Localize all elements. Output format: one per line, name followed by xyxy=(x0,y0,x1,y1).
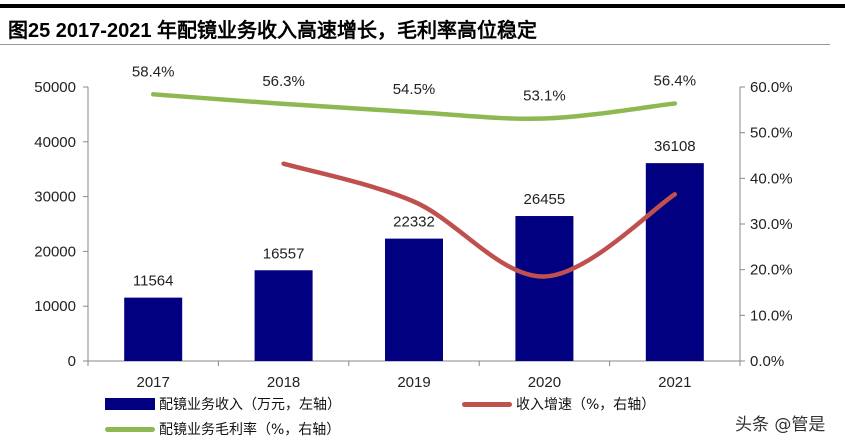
right-tick-label: 0.0% xyxy=(750,353,784,370)
bar-data-label: 11564 xyxy=(133,273,174,290)
right-tick-label: 20.0% xyxy=(750,262,793,279)
legend-item-revenue: 配镜业务收入（万元，左轴） xyxy=(105,394,341,414)
legend-swatch-bar xyxy=(105,398,155,410)
growth-line xyxy=(281,161,678,279)
legend-label: 收入增速（%，右轴） xyxy=(516,397,656,413)
margin-data-label: 53.1% xyxy=(523,88,566,105)
left-tick-label: 30000 xyxy=(34,189,76,206)
chart-title: 图25 2017-2021 年配镜业务收入高速增长，毛利率高位稳定 xyxy=(8,20,538,42)
left-tick-label: 20000 xyxy=(34,243,76,260)
bar xyxy=(515,216,574,361)
x-tick-label: 2020 xyxy=(528,374,561,391)
legend-item-growth: 收入增速（%，右轴） xyxy=(462,394,655,414)
margin-data-label: 56.3% xyxy=(262,73,305,90)
left-tick-label: 0 xyxy=(68,353,76,370)
top-rule xyxy=(0,4,845,8)
watermark: 头条 @管是 xyxy=(735,415,826,435)
margin-data-label: 58.4% xyxy=(132,63,175,80)
right-tick-label: 50.0% xyxy=(750,125,793,142)
left-tick-label: 40000 xyxy=(34,134,76,151)
right-tick-label: 10.0% xyxy=(750,307,793,324)
x-tick-label: 2019 xyxy=(397,374,430,391)
legend-label: 配镜业务毛利率（%，右轴） xyxy=(159,422,341,438)
bar xyxy=(385,238,443,361)
margin-data-label: 56.4% xyxy=(654,72,697,89)
legend-swatch-line xyxy=(105,426,155,432)
margin-line xyxy=(150,92,678,121)
right-tick-label: 40.0% xyxy=(750,170,793,187)
bar-data-label: 16557 xyxy=(263,245,305,262)
bar xyxy=(124,297,183,361)
left-tick-label: 50000 xyxy=(34,79,76,96)
right-tick-label: 60.0% xyxy=(750,79,793,96)
x-tick-label: 2018 xyxy=(267,374,300,391)
bar xyxy=(254,270,313,361)
margin-data-label: 54.5% xyxy=(393,81,436,98)
x-tick-label: 2021 xyxy=(658,374,691,391)
legend-item-margin: 配镜业务毛利率（%，右轴） xyxy=(105,419,340,439)
right-tick-label: 30.0% xyxy=(750,216,793,233)
title-rule xyxy=(0,44,830,45)
bar-data-label: 36108 xyxy=(654,138,696,155)
legend-label: 配镜业务收入（万元，左轴） xyxy=(159,397,341,413)
left-tick-label: 10000 xyxy=(34,298,76,315)
x-tick-label: 2017 xyxy=(137,374,170,391)
legend-swatch-line xyxy=(462,401,512,407)
bar-data-label: 22332 xyxy=(393,214,435,231)
bar-data-label: 26455 xyxy=(524,191,566,208)
